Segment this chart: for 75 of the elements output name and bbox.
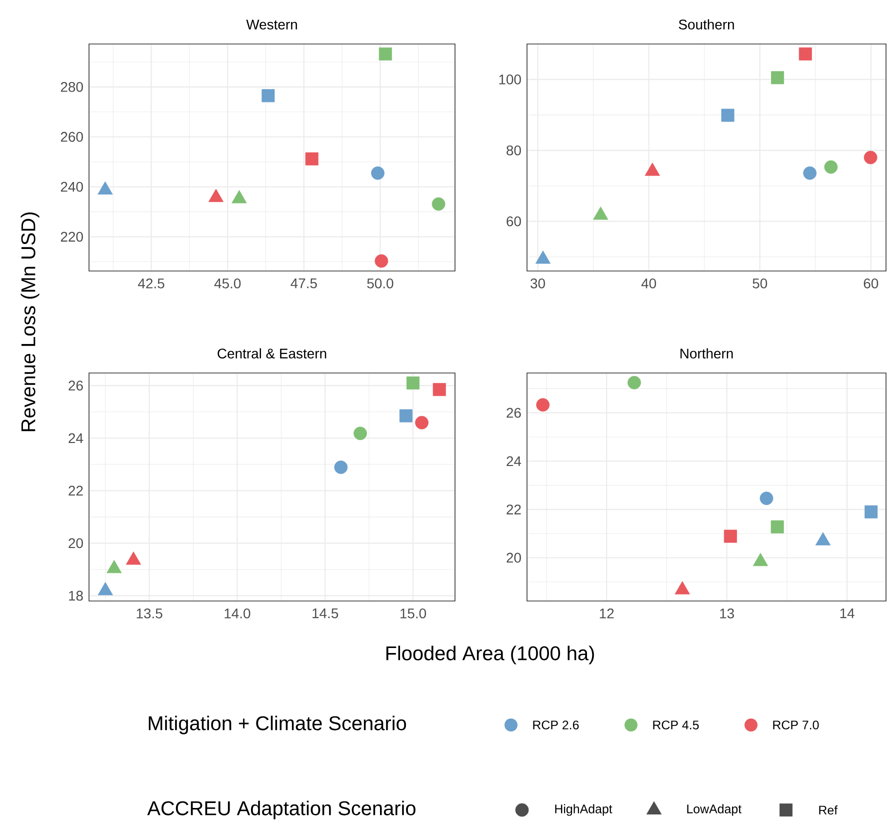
point — [535, 250, 551, 264]
y-tick-label: 20 — [68, 538, 83, 548]
point — [770, 520, 784, 534]
x-axis-title: Flooded Area (1000 ha) — [386, 646, 594, 664]
text: Ref — [819, 805, 838, 815]
point — [378, 47, 392, 60]
y-tick-label: 26 — [68, 380, 83, 391]
point — [432, 197, 446, 211]
y-tick-label: 18 — [69, 590, 83, 601]
point — [262, 89, 275, 102]
y-tick-label: 220 — [60, 232, 83, 242]
x-tick-label: 50 — [752, 278, 768, 288]
point — [798, 47, 812, 60]
point — [724, 530, 737, 543]
x-tick-label: 14 — [840, 608, 854, 618]
y-tick-label: 260 — [60, 132, 83, 142]
x-tick-label: 47.5 — [290, 278, 317, 288]
text: LowAdapt — [687, 804, 742, 816]
point — [815, 532, 831, 546]
legend-label: RCP 4.5 — [653, 720, 699, 730]
y-tick-label: 80 — [506, 145, 521, 156]
legend-label: RCP 7.0 — [773, 720, 819, 730]
point — [721, 108, 734, 122]
chart-title: Western — [246, 20, 297, 30]
text: HighAdapt — [555, 804, 612, 816]
x-tick-label: 45.0 — [214, 278, 241, 288]
point — [106, 560, 122, 574]
x-tick-label: 14.5 — [312, 608, 338, 618]
y-tick-label: 24 — [506, 456, 522, 466]
point — [406, 376, 420, 390]
x-tick-label: 12 — [600, 608, 614, 618]
x-tick-label: 40 — [641, 278, 656, 288]
point — [354, 426, 367, 440]
point — [864, 150, 878, 164]
y-tick-label: 22 — [68, 486, 83, 496]
x-tick-label: 42.5 — [138, 278, 164, 288]
point — [644, 162, 660, 176]
point — [334, 460, 348, 474]
x-tick-label: 13.5 — [136, 608, 162, 618]
point — [432, 383, 446, 396]
point — [305, 152, 318, 166]
y-tick-label: 20 — [506, 552, 521, 563]
y-tick-label: 26 — [506, 408, 521, 418]
x-tick-label: 13 — [720, 608, 734, 618]
point — [536, 398, 550, 412]
point — [415, 416, 428, 430]
legend-label: RCP 2.6 — [533, 720, 579, 730]
y-tick-label: 22 — [506, 504, 521, 514]
x-tick-label: 14.0 — [224, 608, 250, 618]
x-tick-label: 60 — [864, 278, 878, 288]
chart-title: Southern — [678, 19, 734, 30]
y-tick-label: 240 — [60, 182, 83, 192]
point — [593, 206, 608, 220]
point — [126, 552, 142, 565]
x-tick-label: 15.0 — [400, 608, 426, 618]
y-axis-title: Revenue Loss (Mn USD) — [20, 212, 40, 432]
point — [371, 166, 384, 180]
y-tick-label: 24 — [68, 433, 84, 443]
point — [674, 581, 690, 594]
y-tick-label: 60 — [506, 216, 521, 226]
text: ACCREU Adaptation Scenario — [147, 800, 416, 820]
chart-title: Northern — [680, 348, 733, 358]
point — [824, 160, 838, 174]
y-tick-label: 100 — [499, 74, 521, 84]
point — [771, 71, 784, 84]
chart-title: Central & Eastern — [218, 348, 326, 358]
point — [760, 492, 774, 506]
x-tick-label: 30 — [530, 278, 545, 288]
legend-title: Mitigation + Climate Scenario — [148, 716, 406, 734]
point — [399, 409, 412, 422]
y-tick-label: 280 — [60, 82, 83, 92]
point — [752, 552, 768, 566]
point — [803, 166, 817, 180]
x-tick-label: 50.0 — [367, 278, 394, 288]
point — [864, 505, 878, 518]
